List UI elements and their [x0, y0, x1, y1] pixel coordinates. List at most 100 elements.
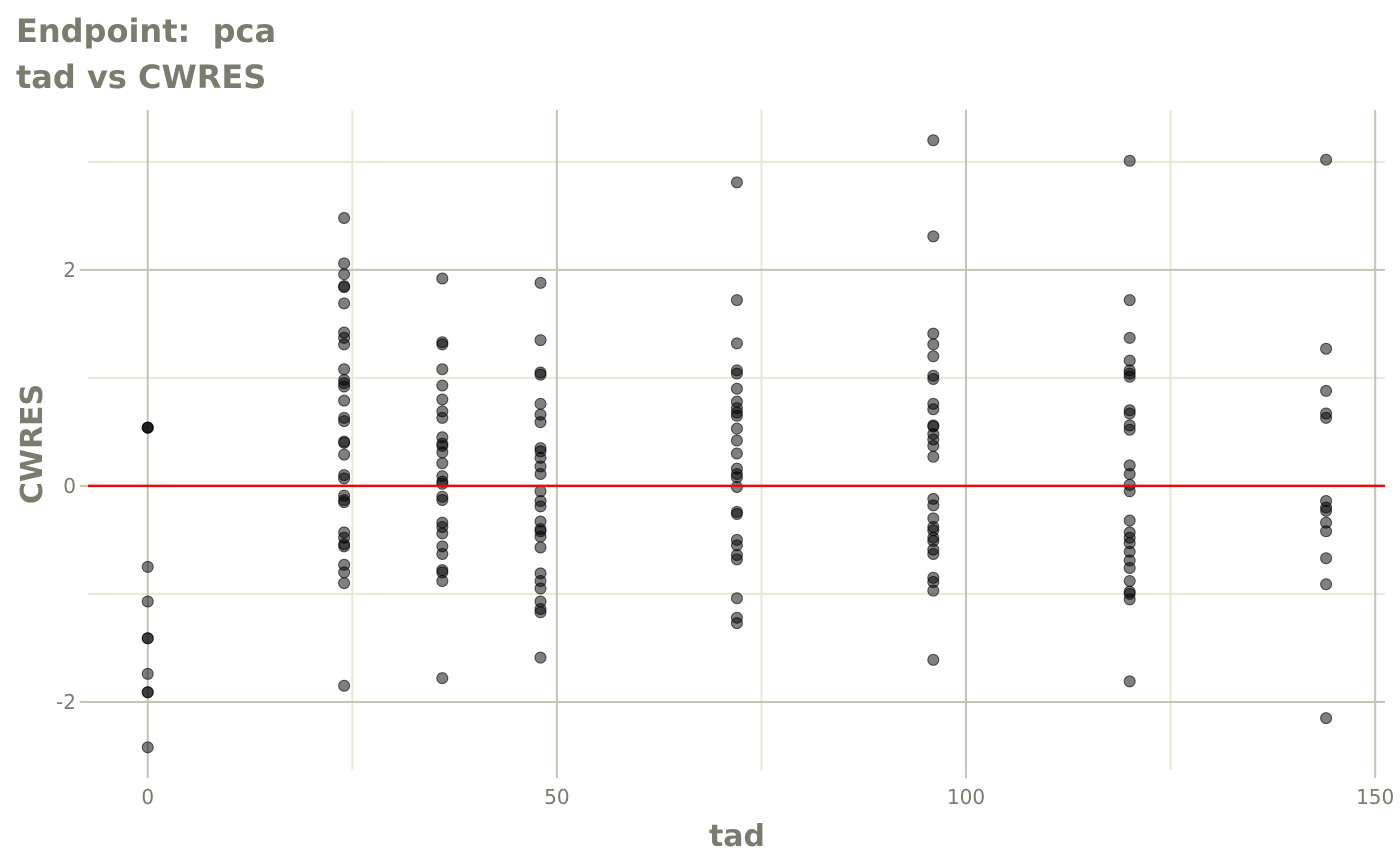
data-point — [927, 372, 940, 385]
data-point — [1123, 593, 1136, 606]
data-point — [338, 679, 351, 692]
data-point — [436, 457, 449, 470]
data-point — [141, 741, 154, 754]
data-point — [534, 397, 547, 410]
points — [88, 134, 1385, 754]
data-point — [436, 547, 449, 560]
data-point — [730, 592, 743, 605]
data-point — [927, 230, 940, 243]
x-tick-label: 50 — [544, 785, 569, 809]
data-point — [927, 134, 940, 147]
data-point — [141, 632, 154, 645]
data-point — [1320, 504, 1333, 517]
data-point — [338, 268, 351, 281]
data-point — [1123, 423, 1136, 436]
data-point — [730, 507, 743, 520]
data-point — [436, 338, 449, 351]
x-axis-label: tad — [709, 819, 765, 854]
data-point — [338, 566, 351, 579]
data-point — [1123, 675, 1136, 688]
data-point — [730, 447, 743, 460]
data-point — [534, 606, 547, 619]
data-point — [436, 672, 449, 685]
data-point — [1123, 485, 1136, 498]
data-point — [534, 500, 547, 513]
data-point — [1123, 370, 1136, 383]
data-point — [141, 686, 154, 699]
data-point — [141, 667, 154, 680]
data-point — [338, 257, 351, 270]
data-point — [1320, 342, 1333, 355]
data-point — [927, 450, 940, 463]
data-point — [927, 439, 940, 452]
x-tick-label: 0 — [141, 785, 154, 809]
data-point — [730, 294, 743, 307]
data-point — [1123, 294, 1136, 307]
data-point — [338, 212, 351, 225]
data-point — [534, 582, 547, 595]
data-point — [1320, 712, 1333, 725]
x-tick-label: 150 — [1356, 785, 1394, 809]
y-tick-label: 2 — [63, 258, 76, 282]
data-point — [1123, 331, 1136, 344]
data-point — [730, 382, 743, 395]
chart-title: Endpoint: pca — [16, 12, 277, 50]
data-point — [436, 493, 449, 506]
data-point — [1320, 411, 1333, 424]
data-point — [534, 276, 547, 289]
data-point — [730, 176, 743, 189]
data-point — [338, 448, 351, 461]
data-point — [927, 338, 940, 351]
data-point — [534, 368, 547, 381]
data-point — [1123, 468, 1136, 481]
data-point — [730, 409, 743, 422]
data-point — [338, 297, 351, 310]
data-point — [730, 367, 743, 380]
data-point — [141, 560, 154, 573]
data-point — [338, 540, 351, 553]
tick-labels: 0 50 100 150 -2 0 2 — [56, 258, 1394, 809]
data-point — [338, 472, 351, 485]
data-point — [730, 434, 743, 447]
data-point — [338, 496, 351, 509]
data-point — [436, 393, 449, 406]
data-point — [730, 422, 743, 435]
data-point — [927, 499, 940, 512]
data-point — [927, 584, 940, 597]
data-point — [141, 595, 154, 608]
data-point — [1123, 514, 1136, 527]
data-point — [927, 350, 940, 363]
data-point — [927, 327, 940, 340]
data-point — [927, 403, 940, 416]
data-point — [927, 547, 940, 560]
data-point — [1123, 562, 1136, 575]
data-point — [1123, 154, 1136, 167]
y-tick-label: -2 — [56, 690, 76, 714]
data-point — [338, 363, 351, 376]
data-point — [338, 380, 351, 393]
data-point — [1123, 574, 1136, 587]
data-point — [436, 574, 449, 587]
data-point — [1123, 407, 1136, 420]
data-point — [338, 436, 351, 449]
data-point — [338, 394, 351, 407]
data-point — [436, 446, 449, 459]
data-point — [927, 653, 940, 666]
data-point — [338, 281, 351, 294]
data-point — [1320, 384, 1333, 397]
data-point — [436, 272, 449, 285]
data-point — [1320, 153, 1333, 166]
y-tick-label: 0 — [63, 474, 76, 498]
y-axis-label: CWRES — [15, 384, 50, 504]
data-point — [436, 363, 449, 376]
data-point — [534, 416, 547, 429]
chart-subtitle: tad vs CWRES — [16, 58, 267, 96]
data-point — [534, 651, 547, 664]
data-point — [534, 334, 547, 347]
data-point — [730, 337, 743, 350]
data-point — [141, 421, 154, 434]
data-point — [436, 411, 449, 424]
data-point — [338, 577, 351, 590]
data-point — [1320, 552, 1333, 565]
